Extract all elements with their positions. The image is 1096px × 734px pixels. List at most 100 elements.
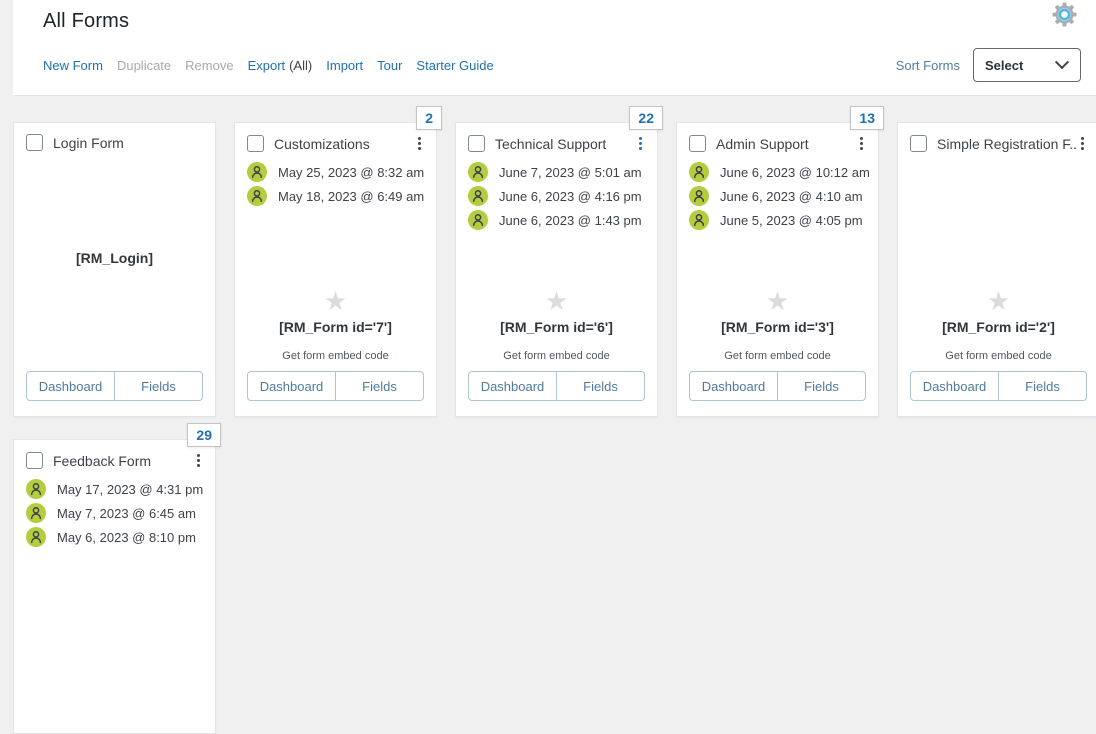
submission-entry: May 7, 2023 @ 6:45 am bbox=[26, 501, 215, 525]
submission-count-badge: 13 bbox=[850, 106, 884, 130]
card-actions: Dashboard Fields bbox=[910, 371, 1087, 401]
form-select-checkbox[interactable] bbox=[26, 134, 43, 151]
form-card: 13 Admin Support June 6, 2023 @ 10:12 am… bbox=[676, 106, 884, 417]
toolbar-link-new-form[interactable]: New Form bbox=[43, 58, 103, 73]
toolbar-link-remove: Remove bbox=[185, 58, 234, 73]
submission-date: June 5, 2023 @ 4:05 pm bbox=[720, 212, 863, 228]
submission-entry: June 7, 2023 @ 5:01 am bbox=[468, 160, 657, 184]
kebab-menu-icon[interactable] bbox=[1076, 134, 1089, 153]
toolbar-link-tour[interactable]: Tour bbox=[377, 58, 403, 73]
user-avatar-icon bbox=[26, 479, 46, 499]
star-icon[interactable]: ★ bbox=[544, 286, 569, 316]
card-header: Feedback Form bbox=[14, 440, 215, 470]
star-icon[interactable]: ★ bbox=[765, 286, 790, 316]
user-avatar-icon bbox=[689, 162, 709, 182]
form-title: Admin Support bbox=[716, 135, 809, 152]
form-select-checkbox[interactable] bbox=[689, 135, 706, 152]
get-embed-code-link[interactable]: Get form embed code bbox=[945, 350, 1052, 362]
dashboard-button[interactable]: Dashboard bbox=[701, 378, 766, 394]
form-title: Login Form bbox=[53, 134, 124, 151]
submission-date: May 17, 2023 @ 4:31 pm bbox=[57, 481, 204, 497]
card-header: Admin Support bbox=[677, 123, 878, 153]
form-select-checkbox[interactable] bbox=[910, 135, 927, 152]
user-avatar-icon bbox=[468, 186, 488, 206]
get-embed-code-link[interactable]: Get form embed code bbox=[724, 350, 831, 362]
card-actions: Dashboard Fields bbox=[689, 371, 866, 401]
fields-button[interactable]: Fields bbox=[114, 372, 202, 400]
kebab-menu-icon[interactable] bbox=[634, 134, 647, 153]
toolbar-link-suffix: (All) bbox=[289, 58, 313, 73]
get-embed-code-link[interactable]: Get form embed code bbox=[282, 350, 389, 362]
form-shortcode: [RM_Form id='6'] bbox=[500, 319, 613, 335]
card-actions: Dashboard Fields bbox=[26, 371, 203, 401]
user-avatar-icon bbox=[689, 210, 709, 230]
submission-entry: June 6, 2023 @ 4:10 am bbox=[689, 184, 878, 208]
submission-date: June 6, 2023 @ 4:16 pm bbox=[499, 188, 642, 204]
recent-submissions-list: May 25, 2023 @ 8:32 am May 18, 2023 @ 6:… bbox=[235, 160, 436, 208]
form-select-checkbox[interactable] bbox=[468, 135, 485, 152]
recent-submissions-list: May 17, 2023 @ 4:31 pm May 7, 2023 @ 6:4… bbox=[14, 477, 215, 549]
card-actions: Dashboard Fields bbox=[468, 371, 645, 401]
fields-button[interactable]: Fields bbox=[998, 372, 1086, 400]
user-avatar-icon bbox=[468, 162, 488, 182]
kebab-menu-icon[interactable] bbox=[413, 134, 426, 153]
submission-date: June 6, 2023 @ 4:10 am bbox=[720, 188, 863, 204]
dashboard-button[interactable]: Dashboard bbox=[480, 378, 545, 394]
submission-date: June 6, 2023 @ 1:43 pm bbox=[499, 212, 642, 228]
fields-button[interactable]: Fields bbox=[335, 372, 423, 400]
submission-entry: June 6, 2023 @ 1:43 pm bbox=[468, 208, 657, 232]
submission-date: May 7, 2023 @ 6:45 am bbox=[57, 505, 196, 521]
user-avatar-icon bbox=[689, 186, 709, 206]
page-title: All Forms bbox=[43, 10, 130, 32]
user-avatar-icon bbox=[247, 186, 267, 206]
fields-button[interactable]: Fields bbox=[556, 372, 644, 400]
form-card: Login Form [RM_Login] Dashboard Fields bbox=[13, 122, 216, 417]
submission-entry: May 25, 2023 @ 8:32 am bbox=[247, 160, 436, 184]
recent-submissions-list: June 6, 2023 @ 10:12 am June 6, 2023 @ 4… bbox=[677, 160, 878, 232]
submission-entry: June 5, 2023 @ 4:05 pm bbox=[689, 208, 878, 232]
toolbar: New Form Duplicate Remove Export (All) Import… bbox=[43, 58, 494, 73]
submission-entry: June 6, 2023 @ 10:12 am bbox=[689, 160, 878, 184]
form-shortcode: [RM_Login] bbox=[76, 250, 153, 266]
user-avatar-icon bbox=[26, 503, 46, 523]
kebab-menu-icon[interactable] bbox=[192, 451, 205, 470]
toolbar-link-import[interactable]: Import bbox=[326, 58, 364, 73]
sort-select-value: Select bbox=[985, 57, 1024, 73]
form-title: Customizations bbox=[274, 135, 370, 152]
fields-button[interactable]: Fields bbox=[777, 372, 865, 400]
card-header: Login Form bbox=[14, 123, 215, 151]
dashboard-button[interactable]: Dashboard bbox=[922, 378, 987, 394]
card-header: Customizations bbox=[235, 123, 436, 153]
form-card: 2 Customizations May 25, 2023 @ 8:32 am … bbox=[234, 106, 442, 417]
user-avatar-icon bbox=[26, 527, 46, 547]
form-shortcode: [RM_Form id='3'] bbox=[721, 319, 834, 335]
sort-forms-link[interactable]: Sort Forms bbox=[895, 57, 960, 73]
form-card: 29 Feedback Form May 17, 2023 @ 4:31 pm … bbox=[13, 423, 221, 734]
toolbar-link-export[interactable]: Export (All) bbox=[247, 58, 313, 73]
get-embed-code-link[interactable]: Get form embed code bbox=[503, 350, 610, 362]
card-header: Simple Registration F... bbox=[898, 123, 1096, 153]
submission-entry: June 6, 2023 @ 4:16 pm bbox=[468, 184, 657, 208]
user-avatar-icon bbox=[247, 162, 267, 182]
submission-entry: May 18, 2023 @ 6:49 am bbox=[247, 184, 436, 208]
submission-date: May 25, 2023 @ 8:32 am bbox=[278, 164, 425, 180]
form-select-checkbox[interactable] bbox=[26, 452, 43, 469]
dashboard-button[interactable]: Dashboard bbox=[259, 378, 324, 394]
card-header: Technical Support bbox=[456, 123, 657, 153]
settings-gear-icon[interactable] bbox=[1051, 1, 1078, 28]
sort-forms-select[interactable]: Select bbox=[973, 48, 1081, 82]
form-title: Technical Support bbox=[495, 135, 607, 152]
submission-count-badge: 29 bbox=[187, 423, 221, 447]
submission-entry: May 6, 2023 @ 8:10 pm bbox=[26, 525, 215, 549]
kebab-menu-icon[interactable] bbox=[855, 134, 868, 153]
form-select-checkbox[interactable] bbox=[247, 135, 264, 152]
toolbar-link-starter-guide[interactable]: Starter Guide bbox=[416, 58, 494, 73]
submission-count-badge: 2 bbox=[416, 106, 442, 130]
form-card: Simple Registration F... ★ [RM_Form id='… bbox=[897, 122, 1096, 417]
star-icon[interactable]: ★ bbox=[986, 286, 1011, 316]
forms-grid: Login Form [RM_Login] Dashboard Fields 2… bbox=[13, 106, 1096, 734]
form-shortcode: [RM_Form id='2'] bbox=[942, 319, 1055, 335]
star-icon[interactable]: ★ bbox=[323, 286, 348, 316]
dashboard-button[interactable]: Dashboard bbox=[38, 378, 103, 394]
submission-date: May 6, 2023 @ 8:10 pm bbox=[57, 529, 196, 545]
